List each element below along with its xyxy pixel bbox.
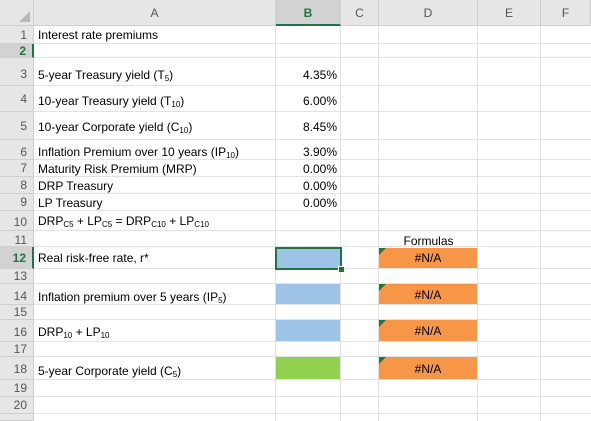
cell-a5[interactable]: 10-year Corporate yield (C10) [38, 120, 193, 135]
formula-result: #N/A [414, 288, 442, 302]
cell-a6[interactable]: Inflation Premium over 10 years (IP10) [38, 145, 239, 160]
cell-a8[interactable]: DRP Treasury [38, 179, 114, 193]
cell-d16-formula[interactable]: #N/A [379, 320, 477, 341]
column-header-f[interactable]: F [541, 0, 591, 26]
column-header-c[interactable]: C [341, 0, 379, 26]
cell-a3-text: 5-year Treasury yield (T [38, 68, 165, 82]
cell-a1-title[interactable]: Interest rate premiums [38, 28, 159, 42]
row-header-2[interactable]: 2 [0, 44, 34, 58]
cell-a3[interactable]: 5-year Treasury yield (T5) [38, 68, 174, 83]
cell-a9[interactable]: LP Treasury [38, 196, 103, 210]
select-all-icon [19, 11, 30, 22]
cell-b8[interactable]: 0.00% [302, 179, 337, 193]
cell-a6-text: Inflation Premium over 10 years (IP [38, 145, 227, 159]
cell-a3-subscript: 5 [164, 74, 170, 83]
cell-b5[interactable]: 8.45% [302, 120, 337, 134]
cell-a12[interactable]: Real risk-free rate, r* [38, 251, 149, 265]
subscript-c10: C10 [194, 220, 209, 229]
row-header-1[interactable]: 1 [0, 26, 34, 44]
cell-b18-answer[interactable] [276, 357, 340, 379]
row-header-11[interactable]: 11 [0, 231, 34, 247]
row-header-21[interactable] [0, 414, 34, 421]
plus-lp-text: + LP [73, 214, 102, 228]
cell-a14[interactable]: Inflation premium over 5 years (IP5) [38, 290, 227, 305]
cell-a5-text: 10-year Corporate yield (C [38, 120, 180, 134]
plus-lp-text: + LP [72, 325, 101, 339]
equals-drp-text: = DRP [112, 214, 152, 228]
formula-result: #N/A [414, 324, 442, 338]
drp-text: DRP [38, 325, 64, 339]
column-header-a[interactable]: A [34, 0, 276, 26]
cell-a5-subscript: 10 [179, 126, 189, 135]
cell-b16-input[interactable] [276, 320, 340, 341]
column-header-d[interactable]: D [379, 0, 478, 26]
column-header-b[interactable]: B [276, 0, 341, 26]
close-paren: ) [234, 145, 239, 159]
cell-d11-formulas-label[interactable]: Formulas [403, 234, 454, 248]
row-header-6[interactable]: 6 [0, 140, 34, 160]
subscript-10: 10 [100, 331, 110, 340]
row-header-14[interactable]: 14 [0, 284, 34, 305]
row-header-17[interactable]: 17 [0, 342, 34, 357]
cell-a4-text: 10-year Treasury yield (T [38, 94, 172, 108]
row-header-18[interactable]: 18 [0, 357, 34, 380]
cell-a18[interactable]: 5-year Corporate yield (C5) [38, 364, 182, 379]
cell-b12-input[interactable] [276, 248, 340, 268]
row-header-10[interactable]: 10 [0, 211, 34, 231]
plus-lp-text: + LP [165, 214, 195, 228]
cell-d14-formula[interactable]: #N/A [379, 284, 477, 304]
cell-a7[interactable]: Maturity Risk Premium (MRP) [38, 162, 197, 176]
cell-a18-text: 5-year Corporate yield (C [38, 364, 173, 378]
cell-a4-subscript: 10 [171, 100, 181, 109]
row-header-7[interactable]: 7 [0, 160, 34, 177]
row-header-13[interactable]: 13 [0, 269, 34, 284]
row-header-15[interactable]: 15 [0, 305, 34, 320]
row-header-3[interactable]: 3 [0, 58, 34, 86]
select-all-corner[interactable] [0, 0, 34, 26]
cell-a14-subscript: 5 [218, 296, 223, 305]
formula-result: #N/A [414, 251, 442, 265]
subscript-c10: C10 [151, 220, 166, 229]
row-header-5[interactable]: 5 [0, 112, 34, 140]
cell-a18-subscript: 5 [172, 370, 178, 379]
row-header-19[interactable]: 19 [0, 380, 34, 397]
subscript-c5: C5 [101, 220, 113, 229]
cell-b6[interactable]: 3.90% [302, 145, 337, 159]
row-header-8[interactable]: 8 [0, 177, 34, 194]
cell-a4[interactable]: 10-year Treasury yield (T10) [38, 94, 185, 109]
active-cell-selection [275, 247, 342, 270]
error-indicator-icon [379, 284, 386, 291]
subscript-10: 10 [63, 331, 73, 340]
close-paren: ) [188, 120, 193, 134]
row-header-16[interactable]: 16 [0, 320, 34, 342]
cell-b7[interactable]: 0.00% [302, 162, 337, 176]
cell-b4[interactable]: 6.00% [302, 94, 337, 108]
row-header-4[interactable]: 4 [0, 86, 34, 112]
close-paren: ) [169, 68, 174, 82]
cell-a6-subscript: 10 [226, 151, 235, 160]
drp-text: DRP [38, 214, 64, 228]
fill-handle[interactable] [338, 266, 345, 273]
formula-result: #N/A [414, 362, 442, 376]
error-indicator-icon [379, 320, 386, 327]
close-paren: ) [180, 94, 185, 108]
column-header-e[interactable]: E [478, 0, 541, 26]
cell-a10[interactable]: DRPC5 + LPC5 = DRPC10 + LPC10 [38, 214, 209, 229]
cell-b14-input[interactable] [276, 284, 340, 304]
close-paren: ) [177, 364, 182, 378]
cell-b9[interactable]: 0.00% [302, 196, 337, 210]
cell-a16[interactable]: DRP10 + LP10 [38, 325, 110, 340]
error-indicator-icon [379, 248, 386, 255]
row-header-12[interactable]: 12 [0, 247, 34, 269]
cell-a14-text: Inflation premium over 5 years (IP [38, 290, 219, 304]
cell-d12-formula[interactable]: #N/A [379, 248, 477, 268]
row-header-9[interactable]: 9 [0, 194, 34, 211]
row-header-20[interactable]: 20 [0, 397, 34, 414]
subscript-c5: C5 [63, 220, 74, 229]
error-indicator-icon [379, 357, 386, 364]
close-paren: ) [222, 290, 227, 304]
cell-b3[interactable]: 4.35% [302, 68, 337, 82]
cell-d18-formula[interactable]: #N/A [379, 357, 477, 379]
